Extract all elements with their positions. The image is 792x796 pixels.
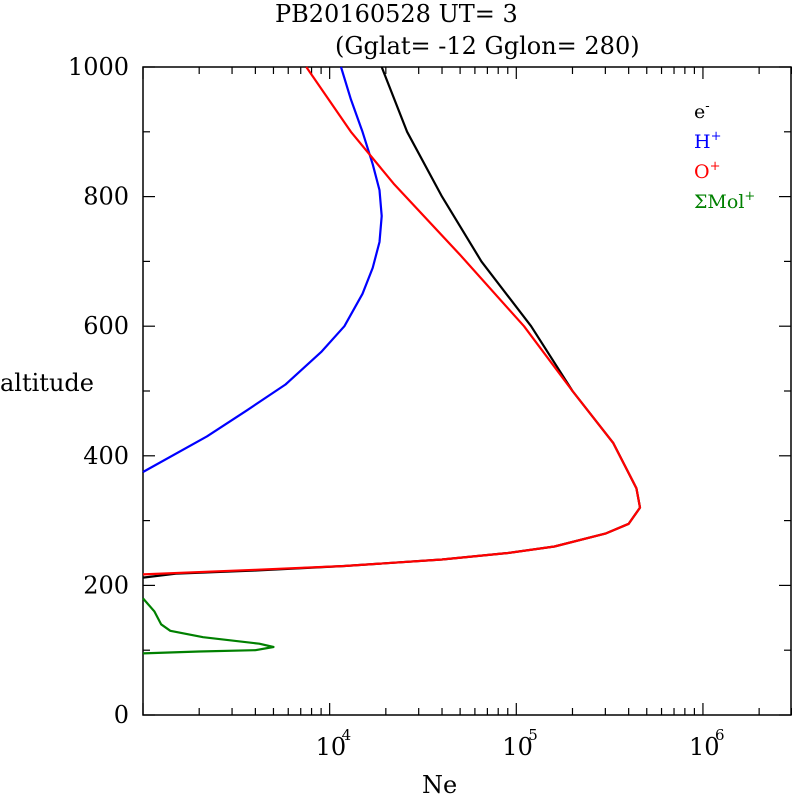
series-line-3 bbox=[142, 597, 275, 655]
x-tick-exponent: 4 bbox=[342, 726, 352, 744]
chart-title-line2: (Gglat= -12 Gglon= 280) bbox=[335, 32, 640, 60]
series-line-1 bbox=[142, 66, 383, 473]
legend-entry-0: e- bbox=[694, 99, 710, 123]
x-axis-label: Ne bbox=[422, 771, 457, 796]
y-tick-label: 0 bbox=[114, 701, 129, 729]
y-tick-label: 1000 bbox=[68, 53, 129, 81]
legend-entry-3: ΣMol+ bbox=[694, 189, 755, 213]
x-tick-label: 10 bbox=[502, 733, 533, 761]
x-tick-label: 10 bbox=[689, 733, 720, 761]
legend: e- H+ O+ ΣMol+ bbox=[694, 99, 755, 213]
x-tick-label: 10 bbox=[316, 733, 347, 761]
x-tick-exponent: 5 bbox=[528, 726, 538, 744]
y-axis-label: altitude bbox=[0, 369, 94, 397]
y-tick-label: 200 bbox=[83, 571, 129, 599]
legend-entry-2: O+ bbox=[694, 159, 720, 183]
series-layer bbox=[142, 66, 642, 655]
series-line-2 bbox=[142, 66, 642, 576]
y-tick-label: 800 bbox=[83, 183, 129, 211]
legend-entry-1: H+ bbox=[694, 129, 721, 153]
x-tick-exponent: 6 bbox=[715, 726, 725, 744]
series-line-0 bbox=[142, 66, 642, 579]
chart-title-line1: PB20160528 UT= 3 bbox=[275, 0, 518, 28]
y-tick-label: 600 bbox=[83, 312, 129, 340]
y-tick-label: 400 bbox=[83, 442, 129, 470]
